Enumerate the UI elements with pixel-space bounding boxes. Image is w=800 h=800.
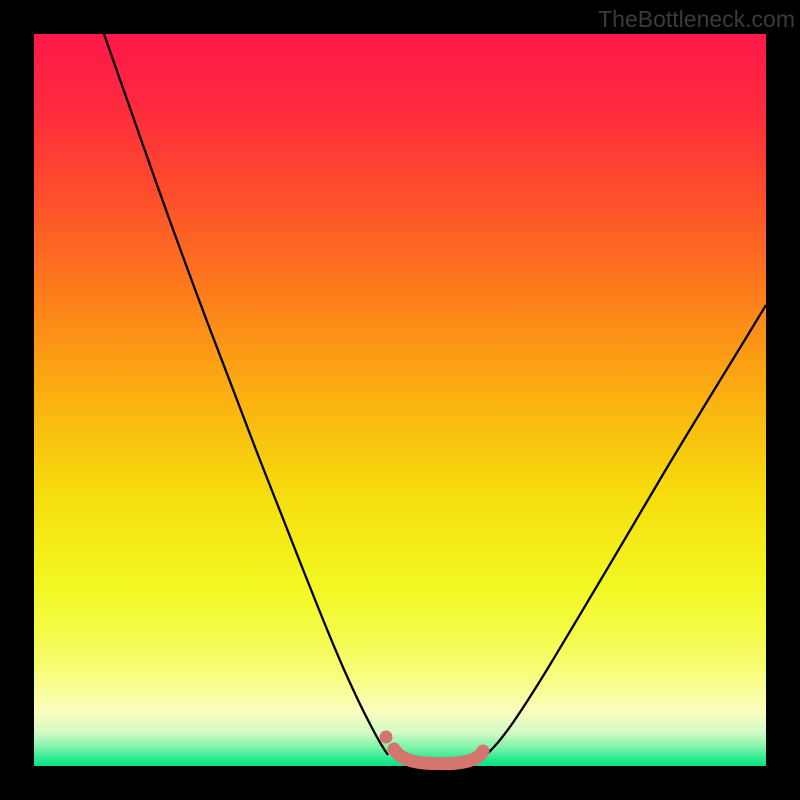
optimal-range-left-dot [380, 731, 393, 744]
watermark-text: TheBottleneck.com [598, 6, 795, 33]
chart-svg [0, 0, 800, 800]
plot-area [34, 34, 766, 766]
bottleneck-chart: TheBottleneck.com [0, 0, 800, 800]
